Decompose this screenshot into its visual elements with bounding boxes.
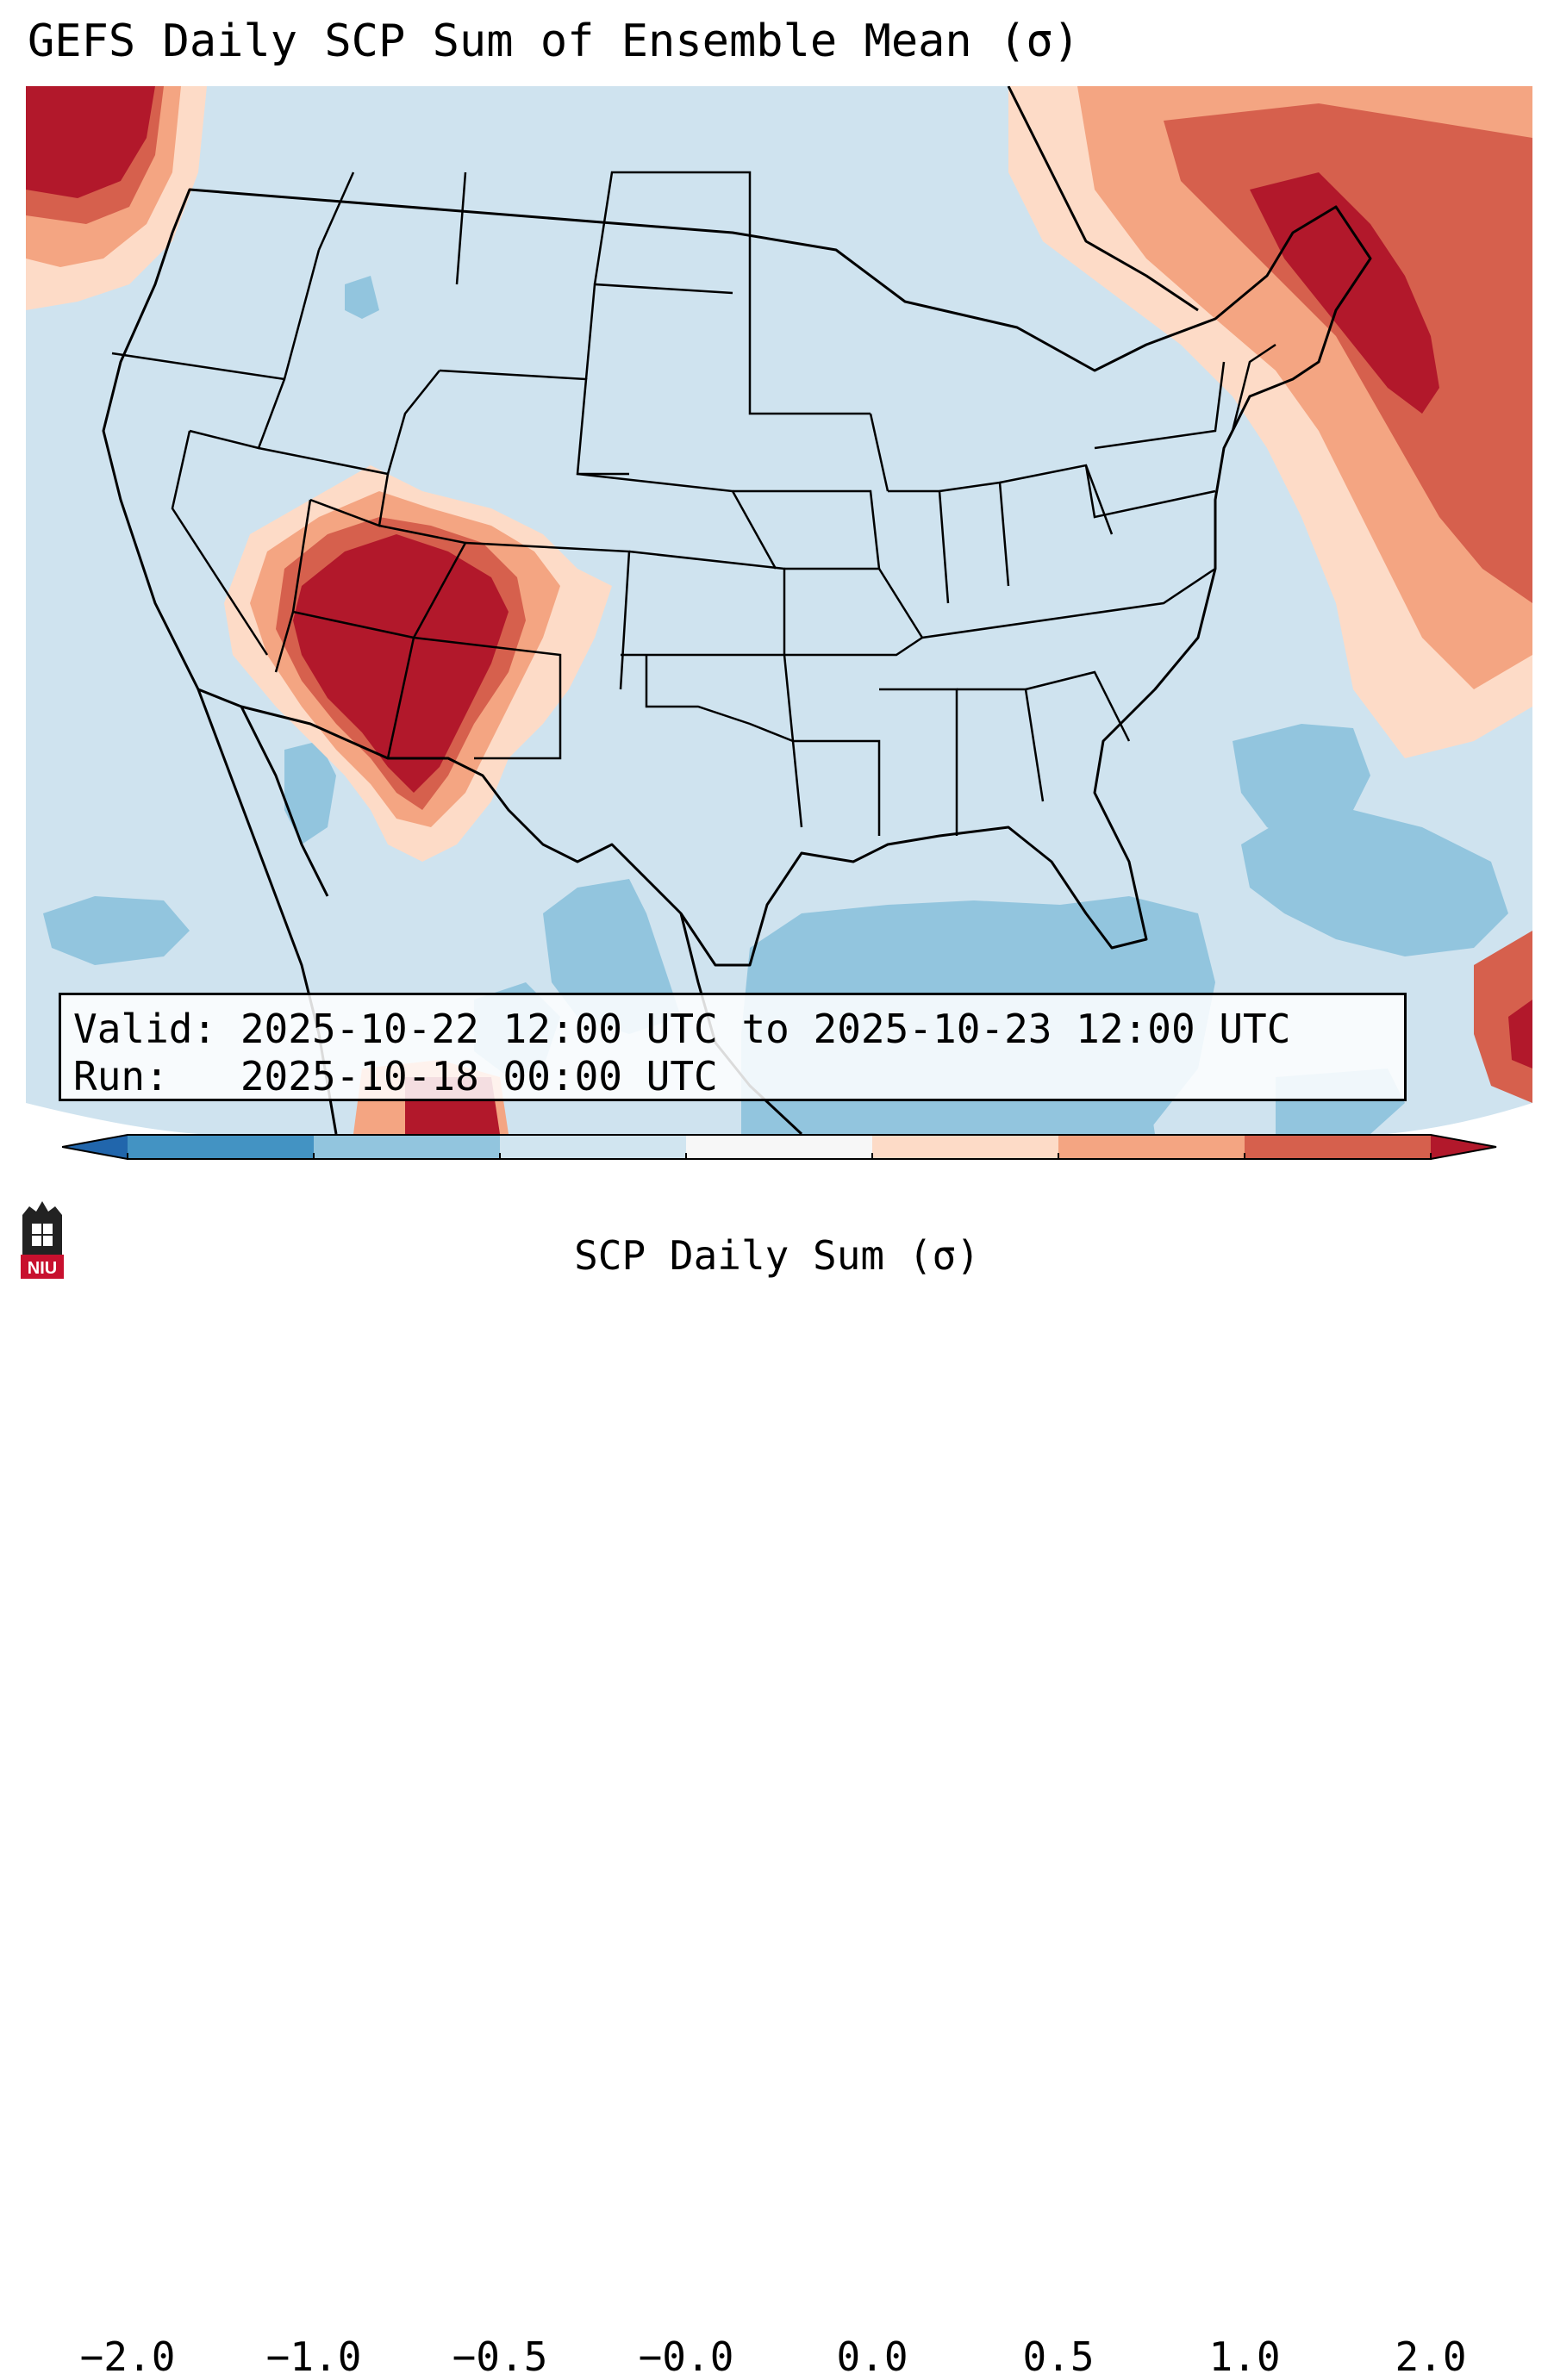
colorbar-segment (1245, 1135, 1431, 1159)
southwest-anomaly (224, 465, 612, 862)
tick-label: −2.0 (79, 2333, 176, 2380)
colorbar-segment (686, 1135, 872, 1159)
projection-edge-right (1388, 1103, 1532, 1134)
northeast-anomaly (1008, 86, 1532, 1103)
colorbar-label: SCP Daily Sum (σ) (574, 1232, 980, 1279)
tick-label: −0.5 (452, 2333, 548, 2380)
colorbar-segment (128, 1135, 314, 1159)
logo-banner (21, 1255, 64, 1279)
valid-time-box: Valid: 2025-10-22 12:00 UTC to 2025-10-2… (59, 993, 1407, 1101)
baja-coast (240, 706, 329, 897)
run-time-line: Run: 2025-10-18 00:00 UTC (73, 1053, 718, 1100)
colorbar-extend-max (1431, 1135, 1496, 1159)
colorbar-segment (872, 1135, 1058, 1159)
tick-label: 0.0 (836, 2333, 908, 2380)
valid-time-line: Valid: 2025-10-22 12:00 UTC to 2025-10-2… (73, 1006, 1291, 1052)
tick-label: 2.0 (1395, 2333, 1467, 2380)
map-panel (26, 86, 1532, 1134)
tick-label: 1.0 (1208, 2333, 1281, 2380)
tick-label: −1.0 (265, 2333, 362, 2380)
tick-label: −0.0 (638, 2333, 734, 2380)
colorbar-ticks: −2.0 −1.0 −0.5 −0.0 0.0 0.5 1.0 2.0 (0, 1160, 1554, 2380)
northwest-anomaly (26, 86, 207, 310)
state-borders (111, 171, 1276, 836)
map-title: GEFS Daily SCP Sum of Ensemble Mean (σ) (28, 16, 1080, 67)
us-outline (102, 188, 1372, 967)
colorbar-segment (314, 1135, 500, 1159)
tick-label: 0.5 (1022, 2333, 1095, 2380)
colorbar (61, 1134, 1500, 1160)
logo-window-bar (32, 1234, 53, 1236)
projection-edge-left (26, 1103, 198, 1134)
canada-coast-east (1007, 86, 1199, 312)
logo-text: NIU (28, 1259, 57, 1278)
niu-logo: NIU (17, 1199, 67, 1282)
colorbar-segment (500, 1135, 686, 1159)
colorbar-segment (1058, 1135, 1245, 1159)
colorbar-extend-min (62, 1135, 128, 1159)
